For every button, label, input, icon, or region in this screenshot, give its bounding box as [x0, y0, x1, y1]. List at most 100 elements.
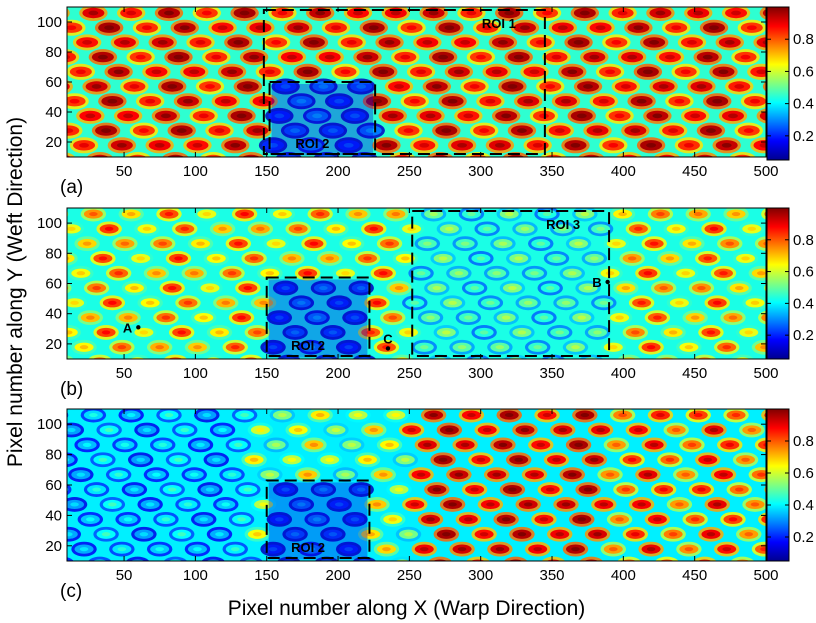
- weave-core: [750, 502, 760, 507]
- x-tick-label: 400: [611, 365, 636, 382]
- weave-core: [724, 40, 735, 45]
- weave-core: [725, 442, 735, 447]
- weave-halo: [541, 556, 566, 561]
- weave-core: [161, 315, 171, 320]
- weave-core: [401, 256, 410, 261]
- x-tick-label: 150: [254, 567, 279, 584]
- colorbar-tick-label: 0.8: [793, 232, 814, 249]
- weave-core: [687, 241, 697, 246]
- weave-halo: [126, 556, 150, 561]
- weave-core: [67, 256, 70, 261]
- weave-core: [108, 300, 117, 305]
- weave-core: [436, 360, 445, 364]
- weave-core: [554, 128, 565, 133]
- weave-blob: [761, 515, 766, 524]
- weave-core: [495, 345, 505, 350]
- weave-core: [570, 142, 581, 148]
- weave-core: [453, 69, 464, 75]
- weave-halo: [86, 152, 113, 157]
- weave-core: [356, 487, 366, 492]
- weave-core: [171, 360, 180, 364]
- y-tick-label: 20: [45, 538, 62, 555]
- weave-core: [637, 300, 646, 305]
- weave-core: [196, 442, 205, 447]
- weave-core: [599, 300, 609, 305]
- weave-core: [690, 315, 700, 320]
- weave-core: [719, 271, 728, 276]
- weave-core: [746, 25, 757, 31]
- weave-core: [722, 345, 731, 350]
- weave-core: [684, 345, 694, 350]
- weave-core: [139, 330, 149, 335]
- weave-core: [712, 300, 722, 305]
- weave-core: [154, 142, 165, 148]
- weave-halo: [67, 483, 72, 496]
- weave-core: [202, 211, 212, 217]
- weave-core: [725, 241, 735, 246]
- weave-core: [655, 10, 666, 16]
- colorbar-tick-label: 0.2: [793, 128, 814, 145]
- weave-core: [297, 300, 306, 305]
- weave-core: [315, 10, 326, 16]
- weave-core: [315, 413, 325, 418]
- weave-halo: [761, 208, 766, 220]
- weave-core: [183, 98, 193, 104]
- weave-core: [702, 54, 713, 60]
- weave-blob: [762, 9, 766, 17]
- x-tick-label: 200: [326, 567, 351, 584]
- weave-core: [297, 502, 306, 507]
- weave-core: [425, 113, 436, 119]
- weave-core: [341, 472, 350, 477]
- weave-core: [454, 271, 464, 276]
- weave-blob: [21, 530, 40, 539]
- weave-core: [646, 142, 657, 148]
- weave-core: [401, 457, 410, 462]
- weave-core: [211, 54, 222, 60]
- weave-core: [353, 10, 363, 16]
- weave-core: [101, 128, 112, 133]
- weave-core: [700, 360, 709, 364]
- weave-core: [227, 271, 237, 276]
- weave-core: [712, 98, 723, 104]
- colorbar-tick-label: 0.8: [793, 31, 814, 48]
- weave-core: [703, 457, 713, 462]
- weave-core: [530, 472, 539, 477]
- weave-core: [599, 502, 609, 507]
- weave-core: [671, 25, 682, 31]
- weave-core: [394, 285, 404, 291]
- weave-core: [721, 142, 732, 148]
- weave-core: [193, 547, 202, 552]
- weave-core: [366, 532, 375, 537]
- weave-halo: [655, 354, 679, 359]
- weave-core: [129, 84, 140, 89]
- weave-core: [126, 10, 137, 16]
- weave-core: [20, 562, 29, 566]
- weave-core: [454, 472, 464, 477]
- weave-core: [533, 547, 542, 552]
- weave-halo: [691, 152, 718, 157]
- weave-blob: [468, 154, 487, 157]
- weave-core: [32, 502, 41, 506]
- weave-core: [728, 113, 738, 119]
- x-tick-label: 150: [254, 365, 279, 382]
- weave-core: [649, 40, 660, 45]
- weave-core: [117, 547, 127, 552]
- weave-core: [627, 256, 637, 261]
- heatmap-a: [67, 7, 766, 163]
- weave-core: [268, 547, 278, 552]
- weave-core: [76, 271, 86, 276]
- weave-core: [536, 241, 546, 246]
- weave-core: [464, 517, 473, 522]
- weave-core: [539, 315, 549, 320]
- weave-core: [230, 345, 240, 350]
- weave-core: [378, 271, 388, 276]
- weave-core: [240, 413, 249, 418]
- x-tick-label: 350: [540, 567, 565, 584]
- y-axis-title: Pixel number along Y (Weft Direction): [4, 117, 27, 467]
- weave-core: [549, 360, 558, 364]
- weave-core: [416, 472, 426, 477]
- weave-halo: [88, 354, 112, 359]
- weave-core: [548, 158, 558, 163]
- weave-core: [576, 113, 587, 119]
- weave-core: [142, 226, 152, 231]
